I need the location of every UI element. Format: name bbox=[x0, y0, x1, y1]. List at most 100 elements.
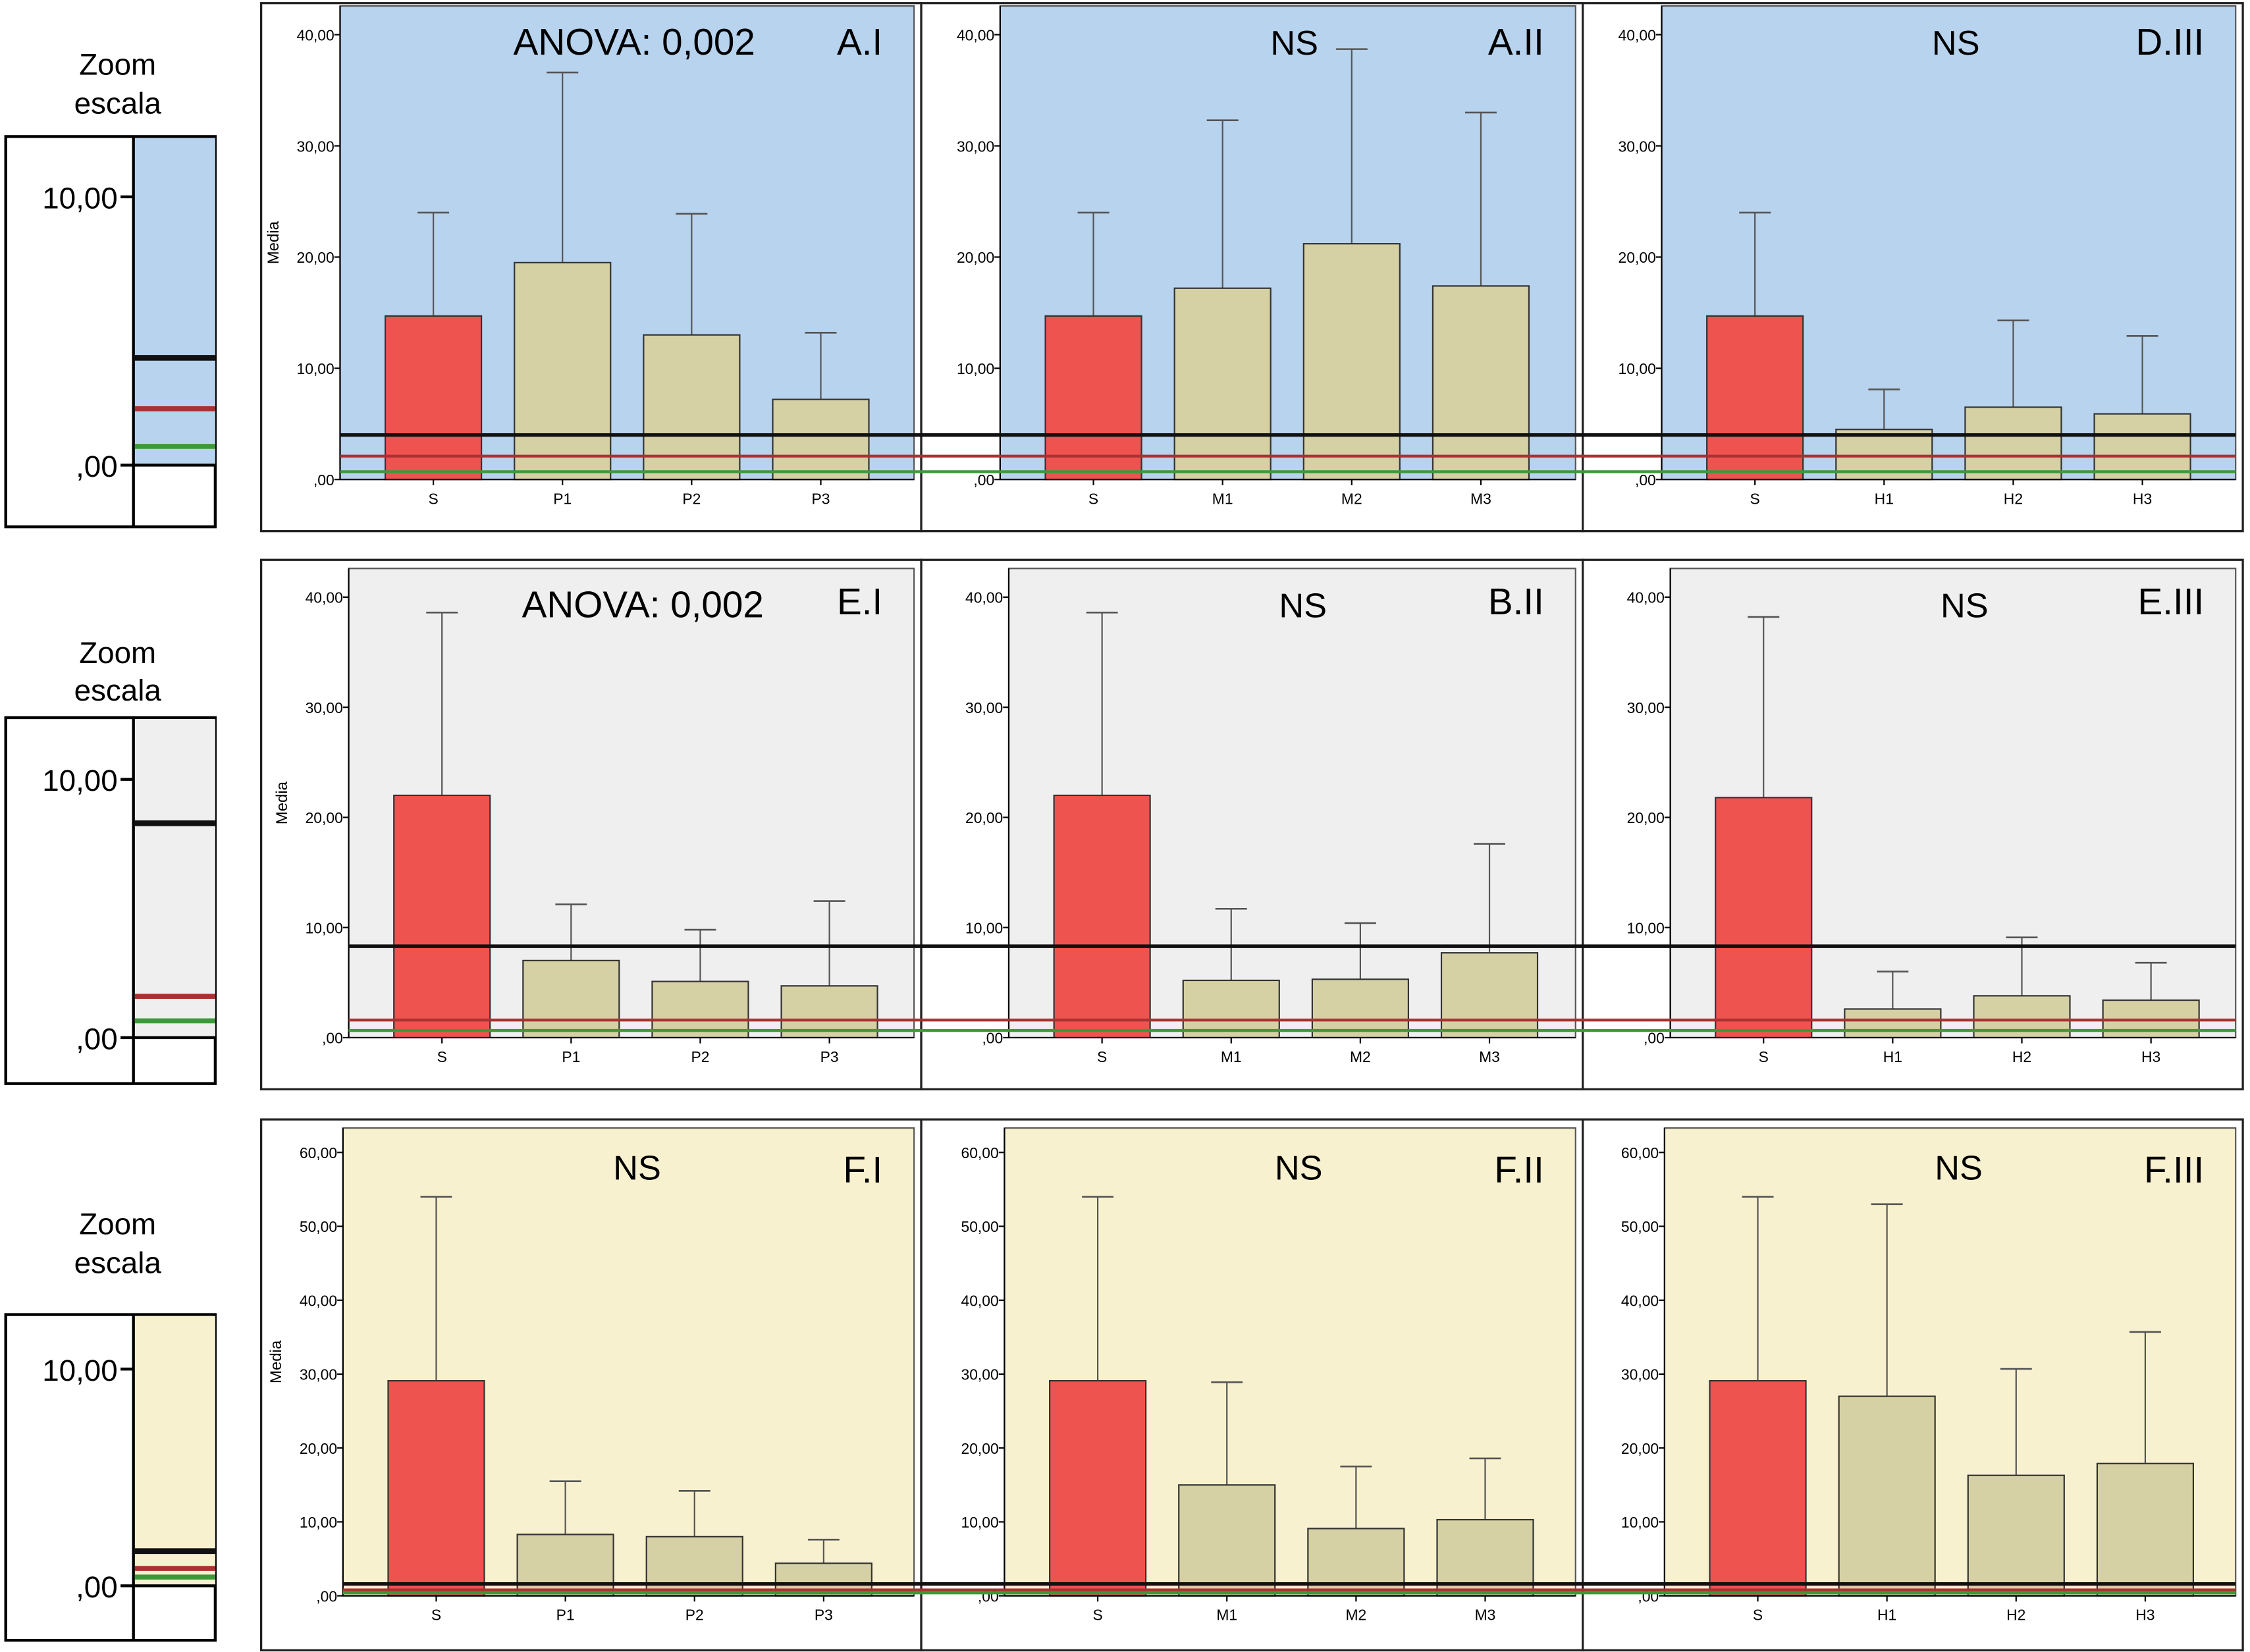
bar-H1 bbox=[1838, 1395, 1936, 1597]
bar-M3 bbox=[1432, 285, 1530, 481]
y-tick-label: 20,00 bbox=[1621, 1440, 1659, 1457]
zoom-tick-label: 10,00 bbox=[42, 1354, 118, 1387]
y-tick-label: 10,00 bbox=[965, 919, 1003, 936]
y-tick-label: 40,00 bbox=[1619, 26, 1656, 43]
y-tick-label: 10,00 bbox=[957, 360, 994, 377]
y-tick-label: 20,00 bbox=[965, 809, 1003, 826]
x-tick-label: M1 bbox=[1221, 1048, 1242, 1065]
y-tick-label: 60,00 bbox=[1621, 1144, 1659, 1161]
x-tick-label: M1 bbox=[1212, 490, 1233, 507]
panel-id: F.III bbox=[2144, 1150, 2204, 1191]
x-tick-label: S bbox=[1092, 1607, 1102, 1624]
stat-annotation: NS bbox=[1932, 24, 1980, 63]
y-tick-label: ,00 bbox=[973, 471, 994, 489]
bar-P2 bbox=[643, 334, 741, 481]
y-axis-label: Media bbox=[267, 1340, 285, 1383]
x-tick-label: M2 bbox=[1341, 490, 1362, 507]
x-tick-label: S bbox=[1088, 490, 1098, 507]
x-tick-label: H2 bbox=[2012, 1048, 2031, 1065]
bar-S bbox=[1044, 315, 1142, 481]
panel-E-I: 40,00 30,00 20,00 10,00 ,00 Media S P1 P2 P3 ANOVA… bbox=[259, 558, 923, 1091]
y-tick-label: 30,00 bbox=[1627, 699, 1665, 716]
x-tick-label: S bbox=[428, 490, 438, 507]
x-tick-label: P1 bbox=[556, 1607, 575, 1624]
panel-id: B.II bbox=[1488, 581, 1544, 623]
y-tick-label: ,00 bbox=[1644, 1030, 1665, 1047]
zoom-tick-label: ,00 bbox=[76, 450, 118, 483]
bar-M1 bbox=[1182, 979, 1280, 1039]
x-tick-label: H3 bbox=[2141, 1048, 2160, 1065]
y-tick-label: 30,00 bbox=[300, 1366, 337, 1383]
x-tick-label: H3 bbox=[2133, 490, 2152, 507]
x-tick-label: S bbox=[1759, 1048, 1769, 1065]
zoom-scale: Zoom escala 10,00 ,00 bbox=[4, 636, 217, 1085]
bar-P1 bbox=[514, 261, 612, 481]
bar-M2 bbox=[1311, 978, 1409, 1039]
panel-id: F.II bbox=[1494, 1150, 1544, 1191]
x-tick-label: S bbox=[431, 1607, 441, 1624]
y-tick-label: ,00 bbox=[982, 1030, 1003, 1047]
y-tick-label: 30,00 bbox=[1621, 1366, 1659, 1383]
bar-S bbox=[1049, 1379, 1147, 1597]
stat-annotation: NS bbox=[1270, 24, 1318, 63]
x-tick-label: S bbox=[1097, 1048, 1107, 1065]
x-tick-label: H2 bbox=[2004, 490, 2023, 507]
chart-row-3: Zoom escala 10,00 ,00 60,00 50,00 40,00 30,00 20… bbox=[4, 1118, 2244, 1652]
y-tick-label: 40,00 bbox=[965, 589, 1003, 606]
zoom-tick-label: 10,00 bbox=[42, 764, 118, 797]
bar-S bbox=[393, 794, 491, 1039]
x-tick-label: H1 bbox=[1877, 1607, 1896, 1624]
panel-id: A.II bbox=[1488, 22, 1544, 63]
y-tick-label: 10,00 bbox=[297, 360, 335, 377]
bar-S bbox=[1706, 315, 1804, 481]
y-tick-label: 30,00 bbox=[306, 699, 343, 716]
x-tick-label: P2 bbox=[682, 490, 701, 507]
bar-H1 bbox=[1844, 1008, 1942, 1039]
y-tick-label: 40,00 bbox=[961, 1292, 998, 1309]
x-tick-label: S bbox=[1753, 1607, 1763, 1624]
bar-H2 bbox=[1967, 1474, 2065, 1597]
y-tick-label: 40,00 bbox=[300, 1292, 337, 1309]
y-tick-label: ,00 bbox=[316, 1587, 337, 1605]
y-tick-label: 30,00 bbox=[965, 699, 1003, 716]
x-tick-label: M3 bbox=[1475, 1607, 1496, 1624]
y-tick-label: 10,00 bbox=[1619, 360, 1656, 377]
y-tick-label: 50,00 bbox=[961, 1218, 998, 1235]
panel-D-III: 40,00 30,00 20,00 10,00 ,00 S H1 H2 H3 NS D.III bbox=[1582, 2, 2244, 533]
y-tick-label: 30,00 bbox=[1619, 138, 1656, 155]
zoom-tick-label: ,00 bbox=[76, 1022, 118, 1055]
x-tick-label: P3 bbox=[812, 490, 830, 507]
x-tick-label: M1 bbox=[1216, 1607, 1237, 1624]
zoom-label: Zoom bbox=[79, 636, 156, 670]
zoom-label: escala bbox=[74, 87, 162, 120]
zoom-strip bbox=[133, 719, 215, 1038]
x-tick-label: S bbox=[437, 1048, 447, 1065]
y-tick-label: ,00 bbox=[313, 471, 335, 489]
y-tick-label: 60,00 bbox=[300, 1144, 337, 1161]
panel-E-III: 40,00 30,00 20,00 10,00 ,00 S H1 H2 H3 NS E.III bbox=[1582, 558, 2244, 1091]
y-tick-label: 20,00 bbox=[1619, 249, 1656, 266]
bar-M1 bbox=[1173, 287, 1272, 481]
stat-annotation: NS bbox=[1935, 1150, 1983, 1188]
zoom-strip bbox=[133, 138, 215, 466]
bar-S bbox=[1053, 794, 1151, 1039]
y-tick-label: 40,00 bbox=[297, 26, 335, 43]
panel-id: E.III bbox=[2138, 581, 2205, 623]
zoom-strip bbox=[133, 1316, 215, 1586]
panel-id: E.I bbox=[837, 581, 882, 623]
y-tick-label: 20,00 bbox=[957, 249, 994, 266]
panel-A-II: 40,00 30,00 20,00 10,00 ,00 S M1 M2 M3 NS A.II bbox=[920, 2, 1584, 533]
y-axis-label: Media bbox=[273, 781, 291, 824]
bar-S bbox=[385, 315, 483, 481]
y-tick-label: 40,00 bbox=[957, 26, 994, 43]
x-tick-label: H1 bbox=[1875, 490, 1894, 507]
y-tick-label: 10,00 bbox=[300, 1514, 337, 1531]
bar-P3 bbox=[780, 985, 878, 1039]
stat-annotation: ANOVA: 0,002 bbox=[514, 22, 755, 63]
y-tick-label: 20,00 bbox=[306, 809, 343, 826]
x-tick-label: S bbox=[1750, 490, 1760, 507]
zoom-scale: Zoom escala 10,00 ,00 bbox=[4, 48, 217, 529]
